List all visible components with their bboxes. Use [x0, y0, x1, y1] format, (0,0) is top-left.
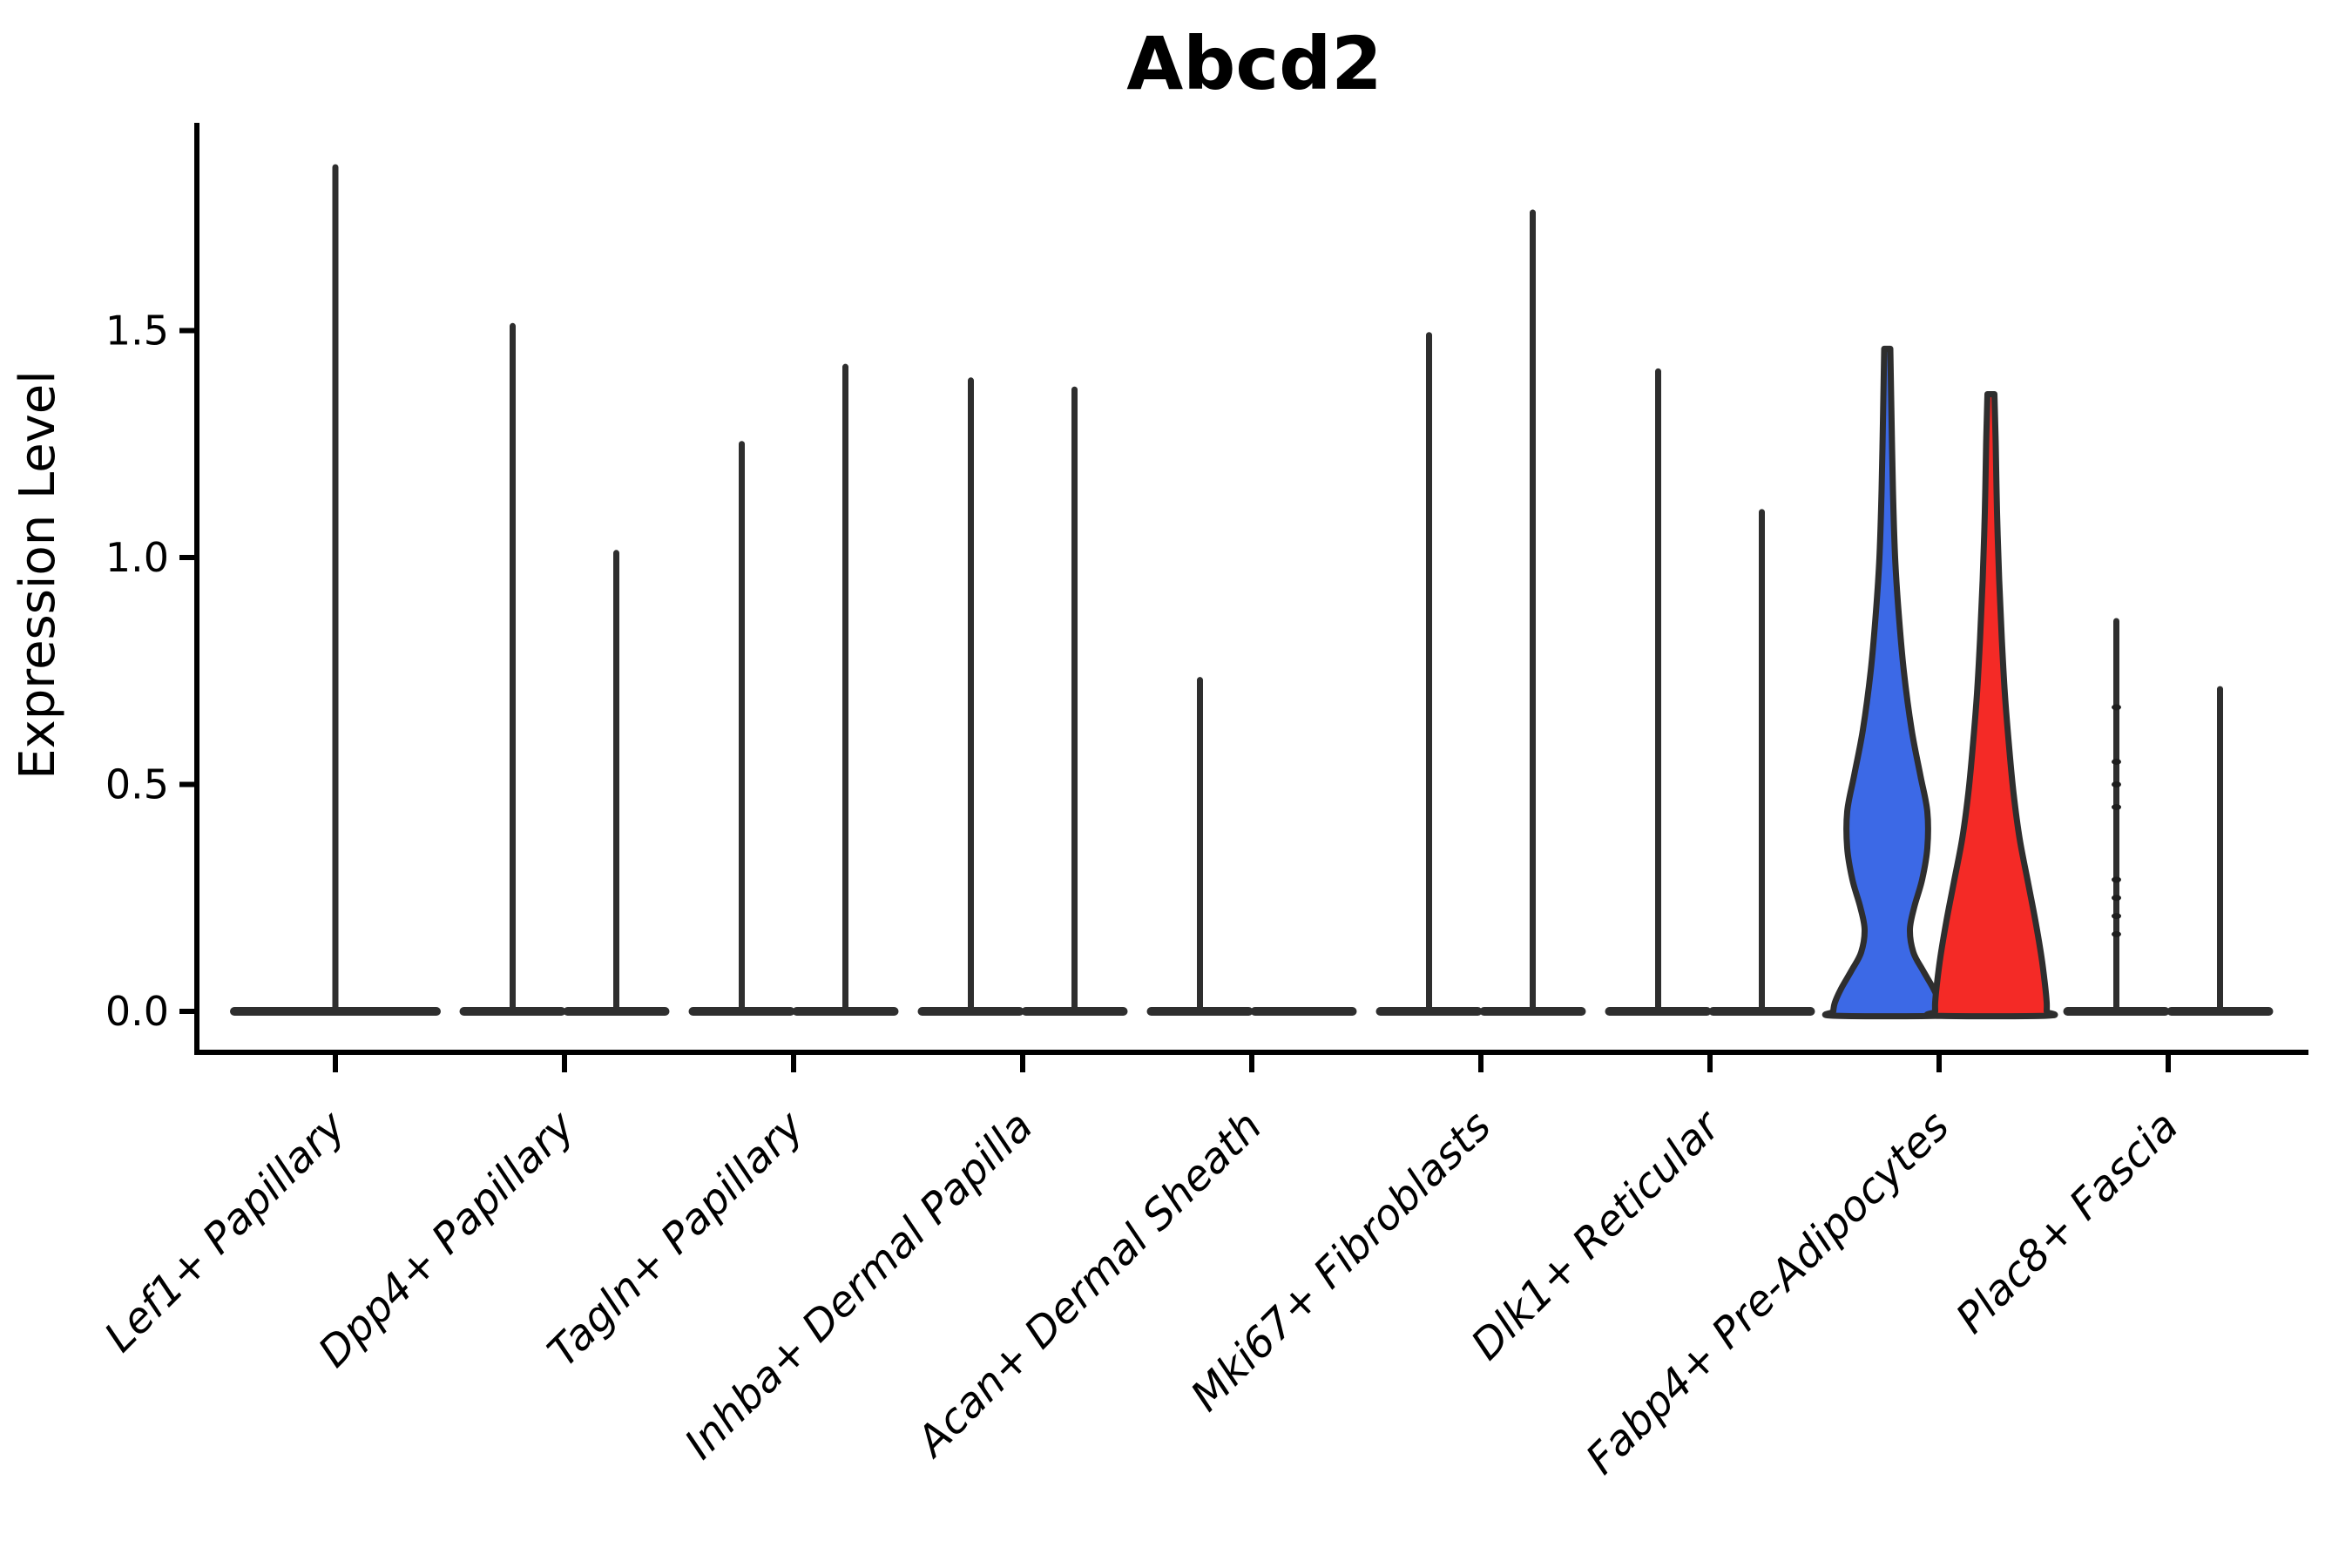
y-tick-label: 0.5: [105, 761, 169, 808]
cell-point: [2112, 895, 2121, 902]
cell-point: [2112, 876, 2121, 883]
plot-title: Abcd2: [1126, 21, 1382, 106]
x-tick-label: Dlk1+ Reticular: [1462, 1100, 1732, 1370]
violins-layer: [230, 164, 2274, 1020]
x-tick-label: Lef1+ Papillary: [95, 1101, 355, 1362]
y-axis-label: Expression Level: [10, 370, 66, 780]
violin-base: [1250, 1007, 1357, 1016]
cell-point: [2112, 913, 2121, 920]
x-tick-label: Dpp4+ Papillary: [309, 1101, 585, 1376]
y-tick-label: 1.0: [105, 534, 169, 581]
cell-point: [2112, 704, 2121, 711]
x-tick-label: Fabp4+ Pre-Adipocytes: [1577, 1102, 1959, 1484]
violin-density: [1821, 345, 1953, 1020]
violin-density: [1923, 390, 2058, 1020]
cell-point: [2112, 781, 2121, 787]
y-tick-label: 1.5: [105, 308, 169, 355]
cell-point: [2112, 804, 2121, 811]
x-tick-label: Tagln+ Papillary: [538, 1101, 814, 1376]
x-tick-label: Plac8+ Fascia: [1947, 1102, 2188, 1343]
cell-point: [2112, 930, 2121, 937]
y-tick-label: 0.0: [105, 988, 169, 1035]
cell-point: [2112, 758, 2121, 765]
